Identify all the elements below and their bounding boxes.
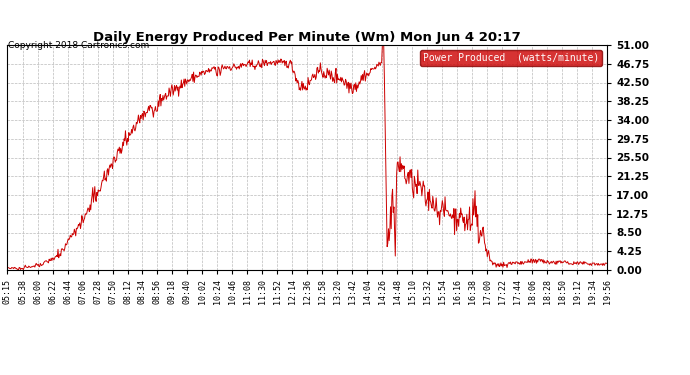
- Title: Daily Energy Produced Per Minute (Wm) Mon Jun 4 20:17: Daily Energy Produced Per Minute (Wm) Mo…: [93, 31, 521, 44]
- Legend: Power Produced  (watts/minute): Power Produced (watts/minute): [420, 50, 602, 66]
- Text: Copyright 2018 Cartronics.com: Copyright 2018 Cartronics.com: [8, 41, 150, 50]
